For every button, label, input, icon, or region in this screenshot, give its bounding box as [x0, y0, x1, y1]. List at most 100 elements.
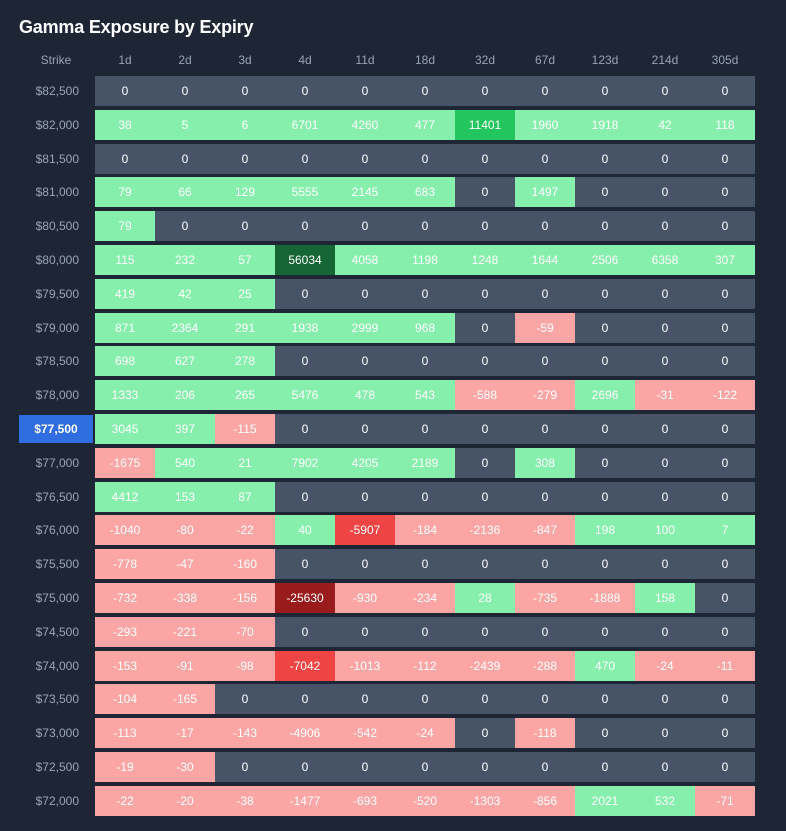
heatmap-cell: -30 — [155, 752, 215, 782]
heatmap-cell: 2999 — [335, 312, 395, 343]
heatmap-cell: 0 — [575, 752, 635, 782]
heatmap-cell: 0 — [635, 312, 695, 343]
heatmap-cell: 470 — [575, 650, 635, 681]
heatmap-cell: -588 — [455, 380, 515, 411]
heatmap-cell: 158 — [635, 583, 695, 613]
heatmap-cell: 477 — [395, 109, 455, 140]
heatmap-cell: -221 — [155, 616, 215, 647]
heatmap-cell: 0 — [335, 211, 395, 242]
heatmap-cell: 0 — [695, 177, 755, 208]
heatmap-cell: 0 — [455, 549, 515, 580]
heatmap-cell: 79 — [95, 211, 155, 242]
heatmap-cell: 0 — [575, 549, 635, 580]
strike-label: $77,000 — [35, 455, 79, 470]
strike-label: $78,500 — [35, 354, 79, 369]
strike-label: $82,500 — [35, 84, 79, 98]
heatmap-cell: 1918 — [575, 109, 635, 140]
heatmap-cell: 0 — [395, 752, 455, 782]
heatmap-cell: 0 — [455, 312, 515, 343]
heatmap-cell: 0 — [635, 718, 695, 749]
heatmap-cell: -80 — [155, 515, 215, 546]
heatmap-cell: -735 — [515, 583, 575, 613]
heatmap-cell: 42 — [635, 109, 695, 140]
heatmap-cell: 0 — [275, 481, 335, 512]
heatmap-cell: 0 — [155, 76, 215, 106]
strike-label: $76,500 — [35, 489, 79, 504]
heatmap-cell: 0 — [455, 616, 515, 647]
heatmap-cell: 0 — [695, 549, 755, 580]
heatmap-cell: 0 — [335, 752, 395, 782]
heatmap-cell: -732 — [95, 583, 155, 613]
heatmap-cell: 4260 — [335, 109, 395, 140]
heatmap-cell: 198 — [575, 515, 635, 546]
heatmap-cell: 0 — [275, 211, 335, 242]
heatmap-cell: -24 — [635, 650, 695, 681]
heatmap-cell: -930 — [335, 583, 395, 613]
heatmap-cell: 0 — [515, 278, 575, 309]
heatmap-cell: 0 — [635, 447, 695, 478]
strike-label: $74,500 — [35, 624, 79, 639]
heatmap-cell: 118 — [695, 109, 755, 140]
heatmap-cell: 0 — [635, 414, 695, 444]
heatmap-cell: 0 — [455, 718, 515, 749]
heatmap-cell: 278 — [215, 346, 275, 377]
heatmap-cell: 0 — [695, 718, 755, 749]
heatmap-cell: 28 — [455, 583, 515, 613]
strike-label: $79,500 — [35, 286, 79, 301]
heatmap-cell: 1333 — [95, 380, 155, 411]
heatmap-cell: -184 — [395, 515, 455, 546]
strike-label: $73,000 — [35, 726, 79, 741]
heatmap-cell: -156 — [215, 583, 275, 613]
heatmap-cell: -70 — [215, 616, 275, 647]
heatmap-cell: 0 — [695, 481, 755, 512]
expiry-header-11d: 11d — [355, 53, 375, 67]
heatmap-cell: 206 — [155, 380, 215, 411]
strike-label: $79,000 — [35, 320, 79, 335]
heatmap-cell: 0 — [515, 414, 575, 444]
heatmap-cell: -778 — [95, 549, 155, 580]
heatmap-cell: 0 — [575, 447, 635, 478]
heatmap-cell: -25630 — [275, 583, 335, 613]
heatmap-cell: 5476 — [275, 380, 335, 411]
heatmap-cell: 4058 — [335, 245, 395, 275]
heatmap-cell: -24 — [395, 718, 455, 749]
heatmap-cell: 968 — [395, 312, 455, 343]
heatmap-cell: 0 — [515, 752, 575, 782]
heatmap-cell: 0 — [635, 752, 695, 782]
heatmap-cell: 0 — [635, 76, 695, 106]
heatmap-cell: -279 — [515, 380, 575, 411]
heatmap-cell: 0 — [515, 549, 575, 580]
heatmap-cell: 0 — [155, 211, 215, 242]
heatmap-cell: 1960 — [515, 109, 575, 140]
heatmap-cell: -1013 — [335, 650, 395, 681]
expiry-header-1d: 1d — [118, 53, 132, 67]
heatmap-cell: 0 — [215, 211, 275, 242]
heatmap-cell: 0 — [395, 143, 455, 174]
heatmap-cell: 0 — [695, 312, 755, 343]
heatmap-cell: 0 — [575, 684, 635, 715]
heatmap-cell: 0 — [95, 143, 155, 174]
heatmap-cell: 0 — [455, 414, 515, 444]
heatmap-cell: 0 — [275, 76, 335, 106]
heatmap-cell: 0 — [395, 346, 455, 377]
expiry-header-214d: 214d — [651, 53, 679, 67]
heatmap-cell: 1198 — [395, 245, 455, 275]
heatmap-cell: 0 — [335, 76, 395, 106]
expiry-header-305d: 305d — [711, 53, 739, 67]
heatmap-cell: 115 — [95, 245, 155, 275]
strike-label: $72,000 — [35, 793, 79, 808]
heatmap-cell: 1248 — [455, 245, 515, 275]
heatmap-cell: 0 — [695, 346, 755, 377]
heatmap-cell: 0 — [515, 76, 575, 106]
heatmap-cell: 0 — [455, 143, 515, 174]
heatmap-cell: 0 — [695, 684, 755, 715]
heatmap-cell: -847 — [515, 515, 575, 546]
heatmap-cell: 540 — [155, 447, 215, 478]
heatmap-cell: 66 — [155, 177, 215, 208]
heatmap-cell: 2364 — [155, 312, 215, 343]
heatmap-cell: 0 — [335, 684, 395, 715]
heatmap-cell: 0 — [275, 143, 335, 174]
heatmap-cell: 5 — [155, 109, 215, 140]
heatmap-cell: -1888 — [575, 583, 635, 613]
strike-label: $74,000 — [35, 658, 79, 673]
